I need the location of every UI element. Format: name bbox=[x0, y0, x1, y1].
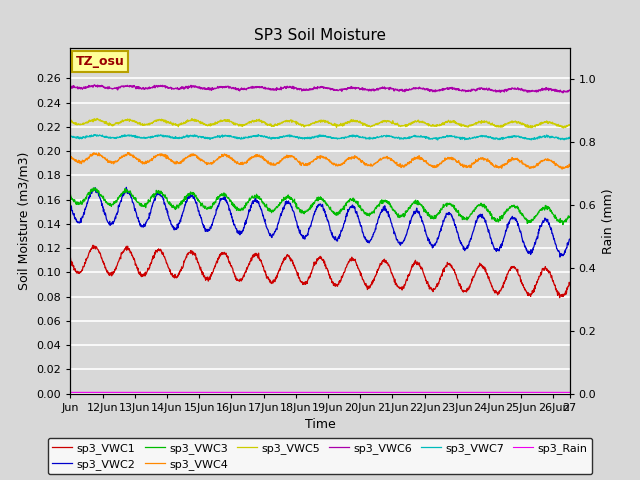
Line: sp3_VWC3: sp3_VWC3 bbox=[70, 188, 570, 225]
sp3_VWC6 bbox=[298, 88, 306, 94]
sp3_VWC6 bbox=[278, 85, 286, 91]
sp3_VWC4 bbox=[67, 154, 74, 159]
Y-axis label: Rain (mm): Rain (mm) bbox=[602, 188, 615, 253]
sp3_VWC7 bbox=[289, 133, 297, 139]
sp3_VWC1 bbox=[106, 273, 113, 278]
sp3_VWC5 bbox=[126, 116, 134, 122]
sp3_VWC5 bbox=[93, 116, 101, 121]
sp3_VWC5 bbox=[106, 120, 113, 126]
sp3_VWC1 bbox=[566, 282, 573, 288]
sp3_VWC3 bbox=[298, 207, 306, 213]
sp3_VWC4 bbox=[126, 152, 134, 157]
sp3_VWC1 bbox=[89, 242, 97, 248]
sp3_VWC4 bbox=[558, 166, 566, 172]
sp3_VWC1 bbox=[67, 254, 74, 260]
sp3_VWC7 bbox=[278, 134, 286, 140]
sp3_VWC6 bbox=[566, 87, 573, 93]
sp3_VWC1 bbox=[126, 247, 134, 253]
sp3_VWC5 bbox=[351, 119, 358, 124]
sp3_VWC1 bbox=[298, 280, 306, 286]
Line: sp3_VWC5: sp3_VWC5 bbox=[70, 119, 570, 128]
sp3_VWC7 bbox=[67, 132, 74, 138]
sp3_VWC4 bbox=[351, 153, 358, 158]
sp3_VWC6 bbox=[91, 82, 99, 88]
sp3_VWC6 bbox=[106, 85, 113, 91]
sp3_VWC2 bbox=[298, 233, 306, 239]
sp3_VWC2 bbox=[566, 236, 573, 242]
sp3_VWC4 bbox=[566, 163, 573, 169]
sp3_VWC2 bbox=[289, 208, 297, 214]
sp3_VWC1 bbox=[289, 261, 297, 266]
sp3_VWC5 bbox=[67, 118, 74, 124]
sp3_VWC4 bbox=[278, 157, 286, 163]
sp3_VWC3 bbox=[559, 222, 567, 228]
Line: sp3_VWC1: sp3_VWC1 bbox=[70, 245, 570, 298]
sp3_VWC6 bbox=[289, 84, 297, 89]
sp3_VWC5 bbox=[278, 119, 286, 125]
sp3_VWC1 bbox=[351, 258, 358, 264]
sp3_VWC7 bbox=[566, 135, 573, 141]
Y-axis label: Soil Moisture (m3/m3): Soil Moisture (m3/m3) bbox=[18, 152, 31, 290]
sp3_VWC3 bbox=[106, 201, 113, 207]
sp3_VWC3 bbox=[126, 188, 134, 194]
Legend: sp3_VWC1, sp3_VWC2, sp3_VWC3, sp3_VWC4, sp3_VWC5, sp3_VWC6, sp3_VWC7, sp3_Rain: sp3_VWC1, sp3_VWC2, sp3_VWC3, sp3_VWC4, … bbox=[48, 438, 592, 474]
sp3_Rain bbox=[278, 389, 286, 395]
sp3_VWC6 bbox=[67, 84, 74, 89]
Text: TZ_osu: TZ_osu bbox=[76, 55, 124, 68]
Line: sp3_VWC7: sp3_VWC7 bbox=[70, 134, 570, 140]
sp3_VWC5 bbox=[559, 125, 567, 131]
sp3_VWC7 bbox=[105, 135, 113, 141]
sp3_VWC1 bbox=[278, 259, 286, 265]
sp3_VWC3 bbox=[278, 198, 286, 204]
sp3_VWC2 bbox=[126, 192, 134, 198]
Line: sp3_VWC2: sp3_VWC2 bbox=[70, 187, 570, 257]
sp3_Rain bbox=[67, 389, 74, 395]
sp3_VWC3 bbox=[289, 200, 297, 205]
sp3_VWC3 bbox=[351, 198, 358, 204]
sp3_VWC5 bbox=[566, 122, 573, 128]
sp3_Rain bbox=[289, 389, 296, 395]
sp3_VWC6 bbox=[351, 85, 358, 91]
sp3_Rain bbox=[298, 389, 305, 395]
sp3_VWC3 bbox=[90, 185, 97, 191]
sp3_VWC2 bbox=[67, 202, 74, 208]
sp3_VWC1 bbox=[556, 295, 563, 300]
sp3_VWC2 bbox=[556, 254, 564, 260]
sp3_VWC2 bbox=[278, 209, 286, 215]
X-axis label: Time: Time bbox=[305, 418, 335, 431]
sp3_VWC6 bbox=[126, 83, 134, 89]
sp3_VWC5 bbox=[298, 123, 306, 129]
sp3_VWC7 bbox=[254, 132, 262, 137]
sp3_VWC4 bbox=[298, 161, 306, 167]
sp3_VWC5 bbox=[289, 118, 297, 123]
sp3_VWC4 bbox=[124, 150, 131, 156]
sp3_VWC7 bbox=[298, 135, 306, 141]
sp3_VWC2 bbox=[105, 221, 113, 227]
sp3_VWC7 bbox=[351, 133, 358, 139]
Line: sp3_VWC4: sp3_VWC4 bbox=[70, 153, 570, 169]
sp3_VWC3 bbox=[566, 214, 573, 219]
sp3_Rain bbox=[105, 389, 113, 395]
sp3_Rain bbox=[566, 389, 573, 395]
Line: sp3_VWC6: sp3_VWC6 bbox=[70, 85, 570, 93]
sp3_VWC4 bbox=[105, 158, 113, 164]
sp3_VWC2 bbox=[351, 204, 358, 210]
sp3_VWC7 bbox=[434, 137, 442, 143]
sp3_VWC3 bbox=[67, 192, 74, 197]
sp3_Rain bbox=[351, 389, 358, 395]
sp3_VWC4 bbox=[289, 154, 297, 159]
Title: SP3 Soil Moisture: SP3 Soil Moisture bbox=[254, 28, 386, 43]
sp3_Rain bbox=[125, 389, 133, 395]
sp3_VWC2 bbox=[122, 184, 130, 190]
sp3_VWC6 bbox=[559, 90, 567, 96]
sp3_VWC7 bbox=[125, 132, 133, 138]
